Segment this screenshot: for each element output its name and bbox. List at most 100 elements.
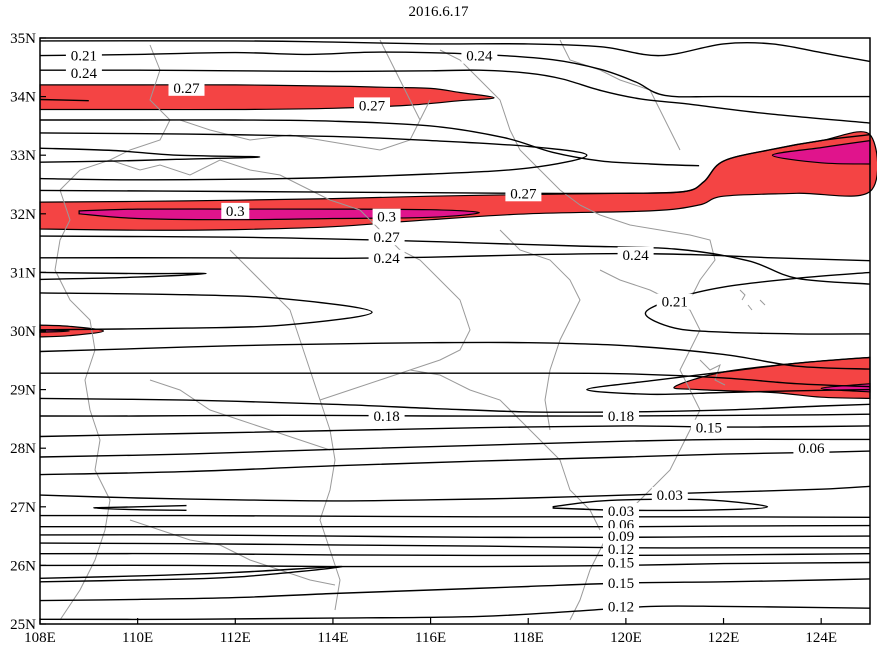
contour-label: 0.27	[168, 79, 205, 97]
lat-tick-label: 30N	[10, 324, 36, 340]
contour-label: 0.18	[603, 408, 639, 425]
contour-line	[92, 504, 187, 511]
contour-label-bg	[603, 502, 639, 519]
border-line	[149, 379, 331, 451]
contour-label: 0.24	[65, 65, 102, 82]
lon-axis: 108E 110E 112E 114E 116E 118E 120E 122E 124E	[24, 618, 837, 646]
lon-tick-label: 114E	[317, 630, 348, 646]
contour-line	[39, 235, 871, 285]
province-borders-layer	[54, 39, 766, 621]
contour-line	[39, 134, 871, 195]
contour-label: 0.24	[368, 249, 405, 267]
contour-line	[39, 450, 871, 476]
contour-label-bg	[656, 293, 693, 310]
lat-tick-label: 29N	[10, 383, 36, 399]
lat-tick-label: 34N	[10, 90, 36, 106]
contour-label-text: 0.27	[510, 186, 537, 202]
border-line	[559, 39, 681, 151]
border-line	[229, 249, 321, 401]
contour-line	[39, 413, 871, 417]
contour-label-text: 0.15	[608, 556, 634, 572]
contour-label-bg	[603, 598, 639, 615]
contour-line	[40, 119, 700, 167]
contour-label: 0.03	[651, 487, 688, 504]
contour-line	[40, 372, 871, 388]
contour-line	[39, 40, 871, 63]
contour-label: 0.21	[656, 293, 693, 311]
lon-tick-label: 118E	[513, 630, 544, 646]
contour-label: 0.27	[354, 97, 390, 114]
contour-label-bg	[372, 208, 401, 225]
contour-label-bg	[168, 79, 205, 96]
border-line	[439, 49, 581, 206]
lat-tick-label: 27N	[10, 500, 36, 516]
contour-line	[40, 524, 871, 528]
lat-tick-label: 32N	[10, 207, 36, 223]
border-line	[699, 359, 726, 386]
border-line	[499, 229, 581, 431]
contour-label-text: 0.21	[71, 49, 97, 65]
border-line	[129, 519, 336, 586]
lon-tick-label: 116E	[415, 630, 446, 646]
contour-label-bg	[354, 97, 390, 114]
contour-line	[39, 292, 373, 331]
contour-label-text: 0.27	[373, 230, 400, 246]
contour-label-text: 0.12	[608, 599, 634, 615]
border-line	[579, 204, 716, 301]
contour-label-bg	[603, 575, 639, 591]
contour-lines-layer	[39, 40, 871, 621]
lon-tick-label: 110E	[122, 630, 153, 646]
contour-line	[39, 271, 207, 281]
border-line	[109, 159, 361, 211]
contour-line	[39, 561, 871, 568]
contour-line	[39, 98, 89, 102]
contour-label: 0.15	[603, 575, 639, 592]
contour-line	[39, 147, 261, 163]
contour-label-text: 0.21	[662, 295, 688, 311]
contour-label-text: 0.06	[798, 441, 825, 457]
contour-label-text: 0.12	[608, 542, 634, 558]
contour-label-bg	[603, 408, 639, 424]
contour-label: 0.15	[603, 554, 639, 572]
contour-label-text: 0.27	[173, 81, 200, 97]
contour-line	[39, 438, 870, 458]
contour-line	[39, 534, 871, 539]
contour-label-text: 0.27	[359, 98, 386, 114]
lon-tick-label: 112E	[220, 630, 251, 646]
contour-line	[644, 271, 871, 335]
contour-label-bg	[461, 47, 498, 64]
contour-line	[39, 514, 871, 518]
lat-tick-label: 33N	[10, 148, 36, 164]
contour-label-bg	[221, 202, 250, 219]
contour-label-text: 0.15	[608, 576, 634, 592]
border-line	[319, 399, 341, 611]
filled-region-0_3	[78, 208, 481, 221]
border-line	[54, 189, 96, 411]
lat-tick-label: 35N	[10, 31, 36, 47]
contour-line	[39, 552, 871, 557]
contour-line	[39, 132, 588, 181]
contour-line	[39, 69, 871, 124]
map-title: 2016.6.17	[408, 4, 469, 20]
lat-tick-label: 31N	[10, 265, 36, 281]
contour-line	[39, 542, 870, 549]
contour-label-text: 0.15	[696, 421, 722, 437]
filled-regions-layer	[39, 84, 877, 400]
contour-label: 0.24	[461, 47, 498, 65]
contour-label: 0.21	[65, 47, 102, 65]
lon-tick-label: 124E	[805, 630, 837, 646]
contour-line	[39, 578, 871, 602]
contour-label-text: 0.24	[71, 66, 98, 82]
contour-line	[39, 252, 871, 262]
contour-label-bg	[368, 229, 405, 246]
contour-label: 0.18	[368, 408, 405, 425]
contour-label-text: 0.24	[466, 49, 493, 65]
filled-region-0_3	[771, 139, 871, 165]
contour-label: 0.12	[603, 541, 639, 558]
border-line	[599, 269, 701, 411]
contour-label: 0.12	[603, 598, 639, 615]
contour-label: 0.3	[372, 208, 401, 226]
contour-label-bg	[368, 408, 405, 424]
contour-label-bg	[617, 246, 654, 263]
